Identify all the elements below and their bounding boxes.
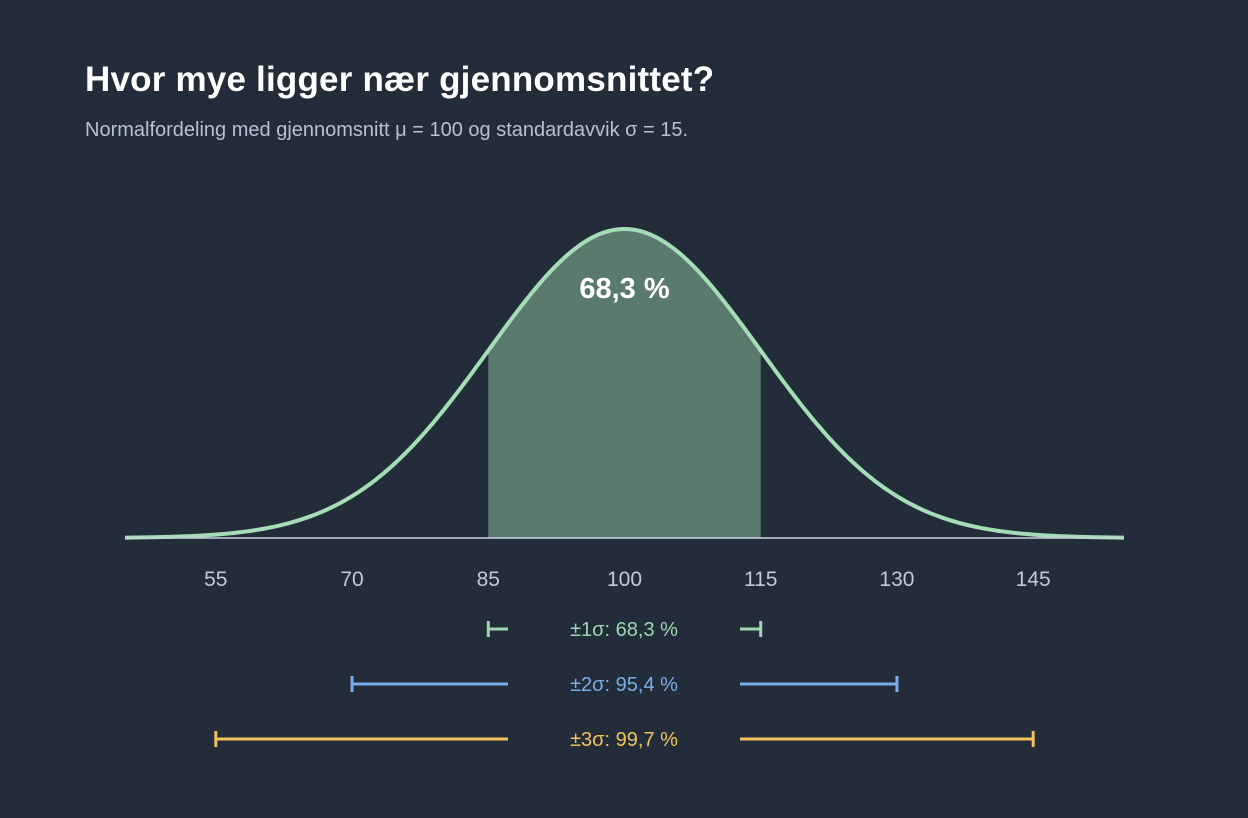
- shaded-area-label: 68,3 %: [579, 273, 669, 305]
- x-tick-label: 55: [204, 568, 227, 591]
- chart-subtitle: Normalfordeling med gjennomsnitt μ = 100…: [85, 119, 689, 141]
- band-label: ±1σ: 68,3 %: [570, 619, 678, 641]
- sigma-band-3: ±3σ: 99,7 %: [214, 729, 1035, 751]
- sigma-band-1: ±1σ: 68,3 %: [486, 619, 763, 641]
- sigma-band-2: ±2σ: 95,4 %: [350, 674, 899, 696]
- x-tick-label: 115: [744, 568, 777, 591]
- x-tick-label: 85: [477, 568, 500, 591]
- chart-title: Hvor mye ligger nær gjennomsnittet?: [85, 60, 715, 99]
- band-label: ±2σ: 95,4 %: [570, 674, 678, 696]
- distribution-curve: [124, 227, 1125, 540]
- x-tick-label: 130: [879, 568, 914, 591]
- x-tick-label: 100: [607, 568, 642, 591]
- band-label: ±3σ: 99,7 %: [570, 729, 678, 751]
- shaded-area-1sigma: [488, 229, 761, 538]
- x-tick-label: 145: [1016, 568, 1051, 591]
- x-tick-label: 70: [340, 568, 363, 591]
